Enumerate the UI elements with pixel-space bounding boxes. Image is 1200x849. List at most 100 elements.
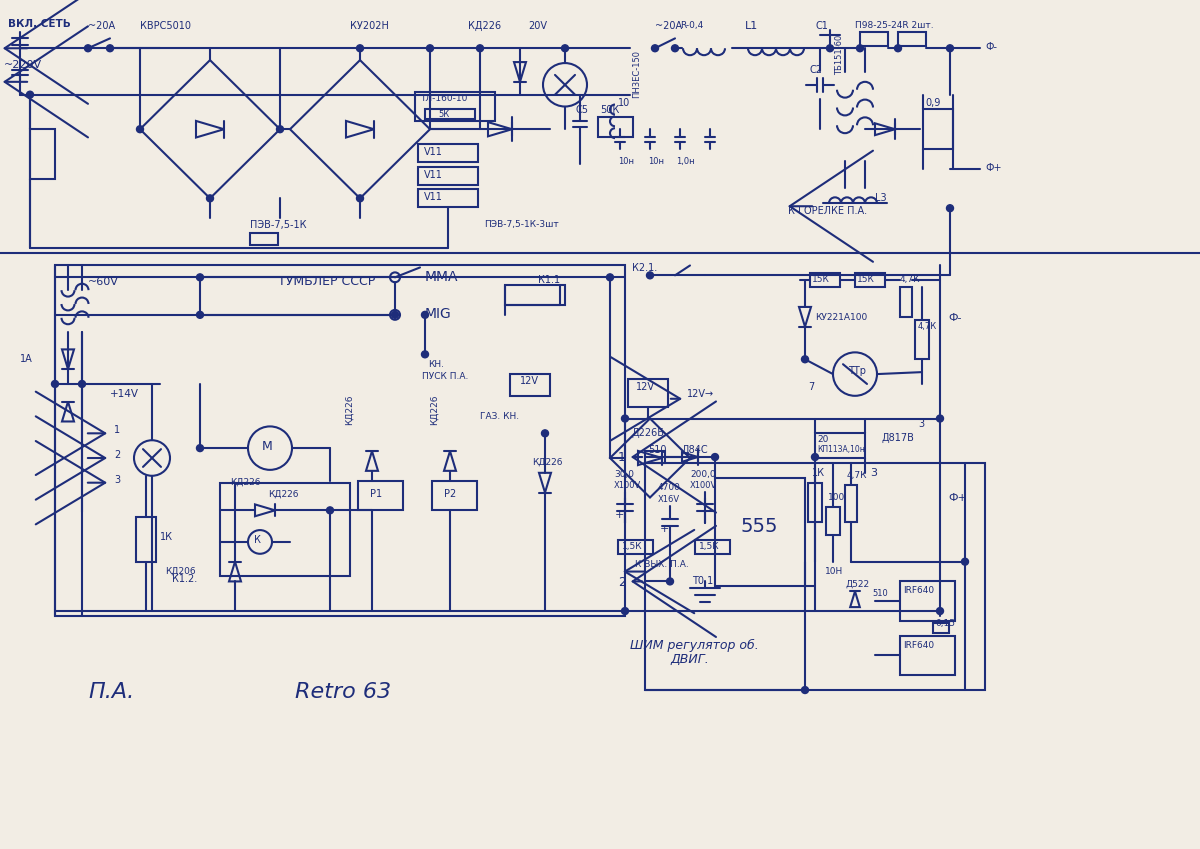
Text: R-0,4: R-0,4 <box>680 20 703 30</box>
Bar <box>854 273 886 287</box>
Circle shape <box>391 312 398 318</box>
Text: +: + <box>660 524 670 534</box>
Text: ПУСК П.А.: ПУСК П.А. <box>422 372 468 381</box>
Text: 0,15: 0,15 <box>935 619 955 628</box>
Text: 1: 1 <box>618 451 626 464</box>
Circle shape <box>26 91 34 98</box>
Text: 3: 3 <box>870 468 877 478</box>
Text: К1.2.: К1.2. <box>172 574 197 583</box>
Text: X100V: X100V <box>614 481 641 490</box>
Text: Ф-: Ф- <box>985 42 997 53</box>
Text: МMA: МMA <box>425 271 458 284</box>
Circle shape <box>961 559 968 565</box>
Text: Р2: Р2 <box>444 489 456 498</box>
Text: MIG: MIG <box>425 307 451 321</box>
Circle shape <box>622 608 629 615</box>
Circle shape <box>936 415 943 422</box>
Text: ВКЛ. СЕТЬ: ВКЛ. СЕТЬ <box>8 19 71 29</box>
Text: КП11ЗА,10н: КП11ЗА,10н <box>817 445 865 454</box>
Text: 1,5К: 1,5К <box>698 542 720 551</box>
Circle shape <box>197 445 204 452</box>
Text: 4,7К: 4,7К <box>918 322 937 331</box>
Circle shape <box>622 415 629 422</box>
Bar <box>916 320 929 359</box>
Bar <box>815 433 865 458</box>
Bar <box>860 32 888 47</box>
Text: 1К: 1К <box>160 532 173 542</box>
Bar <box>923 110 953 149</box>
Text: 20: 20 <box>817 436 828 444</box>
Text: X16V: X16V <box>658 494 680 503</box>
Text: КН.: КН. <box>428 360 444 369</box>
Text: ДВИГ.: ДВИГ. <box>670 653 709 666</box>
Bar <box>432 481 478 510</box>
Text: 12V→: 12V→ <box>686 389 714 399</box>
Circle shape <box>672 45 678 52</box>
Circle shape <box>666 578 673 585</box>
Text: 50К: 50К <box>600 104 619 115</box>
Text: КВРС5010: КВРС5010 <box>140 20 191 31</box>
Bar <box>505 285 565 305</box>
Text: 4,7К: 4,7К <box>900 275 920 284</box>
Text: ~20А: ~20А <box>655 20 682 31</box>
Bar <box>220 483 350 576</box>
Text: L1: L1 <box>745 20 758 31</box>
Text: 10Н: 10Н <box>826 566 844 576</box>
Text: КУ202Н: КУ202Н <box>350 20 389 31</box>
Circle shape <box>947 45 954 52</box>
Circle shape <box>356 45 364 52</box>
Circle shape <box>606 274 613 281</box>
Bar <box>646 463 985 690</box>
Text: 4700: 4700 <box>658 483 680 492</box>
Text: 2: 2 <box>114 450 120 460</box>
Text: КД226: КД226 <box>468 20 502 31</box>
Text: ШИМ регулятор об.: ШИМ регулятор об. <box>630 638 758 652</box>
Circle shape <box>197 274 204 281</box>
Bar <box>136 517 156 562</box>
Text: 5К: 5К <box>438 110 449 120</box>
Text: ~220V: ~220V <box>4 60 42 70</box>
Bar <box>618 540 653 554</box>
Text: К ГОРЕЛКЕ П.А.: К ГОРЕЛКЕ П.А. <box>788 206 868 216</box>
Text: V11: V11 <box>424 193 443 202</box>
Circle shape <box>802 687 809 694</box>
Bar <box>900 287 912 317</box>
Circle shape <box>421 312 428 318</box>
Text: +: + <box>616 510 624 520</box>
Text: 1,5К: 1,5К <box>622 542 643 551</box>
Text: КД226: КД226 <box>346 395 354 425</box>
Bar <box>30 129 55 178</box>
Text: С5: С5 <box>575 104 588 115</box>
Circle shape <box>84 45 91 52</box>
Text: 555: 555 <box>740 517 778 537</box>
Text: Д226Б: Д226Б <box>632 429 665 438</box>
Text: 100: 100 <box>828 492 845 502</box>
Bar <box>425 110 475 120</box>
Text: ~20A: ~20A <box>88 20 115 31</box>
Bar <box>418 189 478 207</box>
Text: К1.1: К1.1 <box>538 275 560 285</box>
Bar <box>55 266 625 616</box>
Circle shape <box>197 312 204 318</box>
Text: 10н: 10н <box>648 157 664 166</box>
Bar <box>845 485 857 522</box>
Text: П.А.: П.А. <box>88 682 134 702</box>
Circle shape <box>647 272 654 278</box>
Bar <box>418 166 478 184</box>
Circle shape <box>107 45 114 52</box>
Text: 20V: 20V <box>528 20 547 31</box>
Text: ПН3ЕС-150: ПН3ЕС-150 <box>632 49 641 98</box>
Text: ТТр: ТТр <box>848 366 866 376</box>
Bar <box>646 451 665 463</box>
Text: 10: 10 <box>618 98 630 108</box>
Circle shape <box>562 45 569 52</box>
Circle shape <box>652 45 659 52</box>
Text: V11: V11 <box>424 170 443 180</box>
Text: Д84С: Д84С <box>682 445 709 455</box>
Circle shape <box>356 195 364 202</box>
Text: С2: С2 <box>810 65 823 75</box>
Text: X100V: X100V <box>690 481 718 490</box>
Text: КД206: КД206 <box>166 566 196 576</box>
Text: ТЛ-160-10: ТЛ-160-10 <box>420 93 467 103</box>
Circle shape <box>326 507 334 514</box>
